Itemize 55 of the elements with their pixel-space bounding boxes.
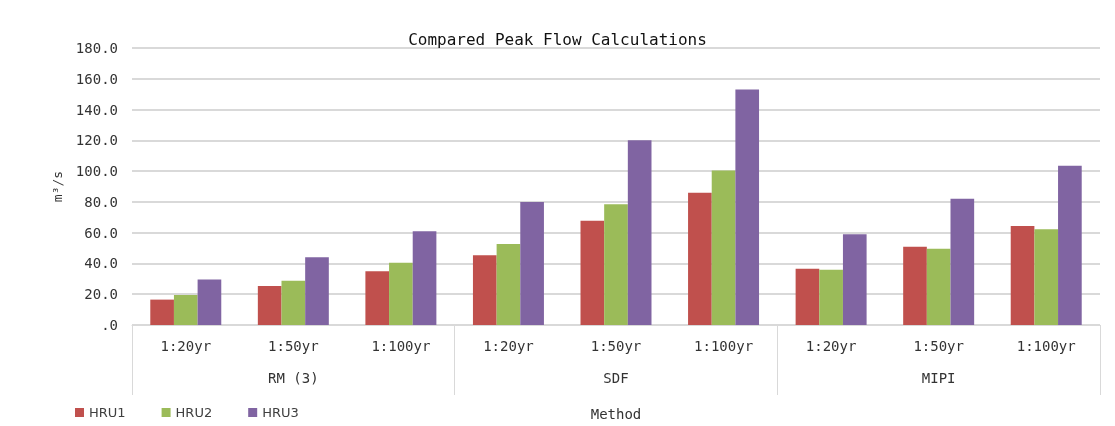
bar [950, 198, 975, 325]
y-tick-label: 20.0 [84, 286, 118, 303]
text: SDF [603, 370, 629, 386]
x-tick-label: 1:50yr [268, 338, 319, 354]
bar [197, 279, 222, 325]
x-tick-label: 1:20yr [160, 338, 212, 354]
y-tick-label: .0 [101, 317, 118, 333]
bar [520, 201, 544, 325]
bar [688, 192, 712, 325]
x-axis-title: Method [590, 406, 642, 422]
bar [711, 170, 736, 325]
bar [903, 246, 927, 325]
x-tick-label: 1:50yr [590, 338, 642, 354]
y-tick-label: 180.0 [75, 40, 118, 56]
bar [795, 268, 820, 325]
bar [926, 248, 951, 325]
bar [305, 257, 329, 325]
bar [1058, 165, 1082, 325]
bar [281, 280, 306, 325]
bar [389, 262, 413, 325]
x-tick-label: 1:20yr [805, 338, 857, 354]
y-tick-label: 60.0 [84, 224, 118, 241]
text: RM (3) [268, 370, 319, 386]
bar [604, 204, 628, 325]
legend-label: HRU3 [262, 405, 299, 420]
y-tick-label: 80.0 [84, 193, 118, 210]
bar [173, 294, 198, 325]
bar [819, 269, 843, 325]
y-tick-label: 100.0 [75, 163, 118, 180]
x-tick-label: 1:100yr [1016, 338, 1076, 354]
bar [150, 299, 174, 325]
bar [365, 271, 390, 325]
y-axis-title: m³/s [50, 170, 65, 203]
y-tick-label: 140.0 [75, 101, 118, 118]
x-tick-label: 1:50yr [913, 338, 964, 354]
x-tick-label: 1:20yr [483, 338, 534, 354]
legend-label: HRU2 [175, 405, 213, 420]
text: MIPI [921, 370, 956, 386]
bar [257, 285, 282, 325]
y-tick-label: 120.0 [75, 132, 118, 149]
bar [1034, 229, 1059, 325]
bar [842, 234, 867, 325]
bar [1010, 226, 1035, 325]
chart-title: Compared Peak Flow Calculations [408, 29, 707, 49]
y-tick-label: 40.0 [84, 255, 118, 272]
x-tick-label: 1:100yr [371, 338, 431, 354]
bar [627, 140, 652, 325]
x-tick-label: 1:100yr [694, 338, 754, 354]
y-tick-label: 160.0 [75, 70, 118, 87]
legend-label: HRU1 [89, 405, 126, 420]
bar [735, 89, 760, 325]
bar [580, 220, 605, 325]
bar [412, 231, 437, 325]
bar [496, 243, 521, 325]
bar [472, 255, 497, 325]
